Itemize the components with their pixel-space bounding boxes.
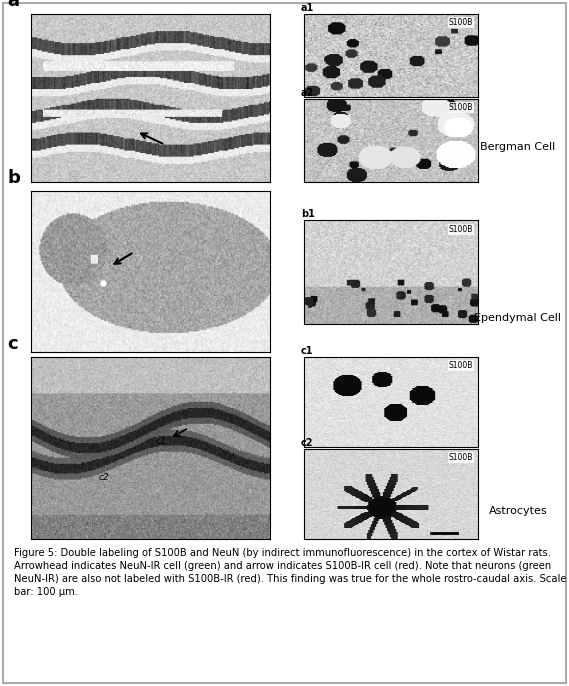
Text: a2: a2 [301, 88, 314, 98]
Text: c2: c2 [98, 473, 109, 482]
Text: Ependymal Cell: Ependymal Cell [475, 313, 561, 322]
Text: Figure 5: Double labeling of S100B and NeuN (by indirect immunofluorescence) in : Figure 5: Double labeling of S100B and N… [14, 548, 567, 597]
Text: S100B: S100B [448, 362, 473, 370]
Text: Astrocytes: Astrocytes [488, 506, 547, 516]
Text: S100B: S100B [448, 18, 473, 27]
Text: Bergman Cell: Bergman Cell [480, 143, 555, 152]
Text: b: b [7, 169, 20, 187]
Text: c: c [7, 335, 18, 353]
Text: a: a [7, 0, 19, 10]
Text: S100B: S100B [448, 225, 473, 234]
Text: S100B: S100B [448, 453, 473, 462]
Text: c2: c2 [301, 438, 314, 448]
Text: c1: c1 [301, 346, 314, 356]
Text: c1: c1 [155, 437, 166, 446]
Text: b1: b1 [301, 209, 315, 219]
Text: a1: a1 [301, 3, 314, 13]
Text: S100B: S100B [448, 103, 473, 112]
